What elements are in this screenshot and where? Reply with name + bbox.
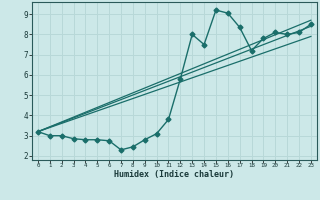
X-axis label: Humidex (Indice chaleur): Humidex (Indice chaleur) xyxy=(115,170,234,179)
